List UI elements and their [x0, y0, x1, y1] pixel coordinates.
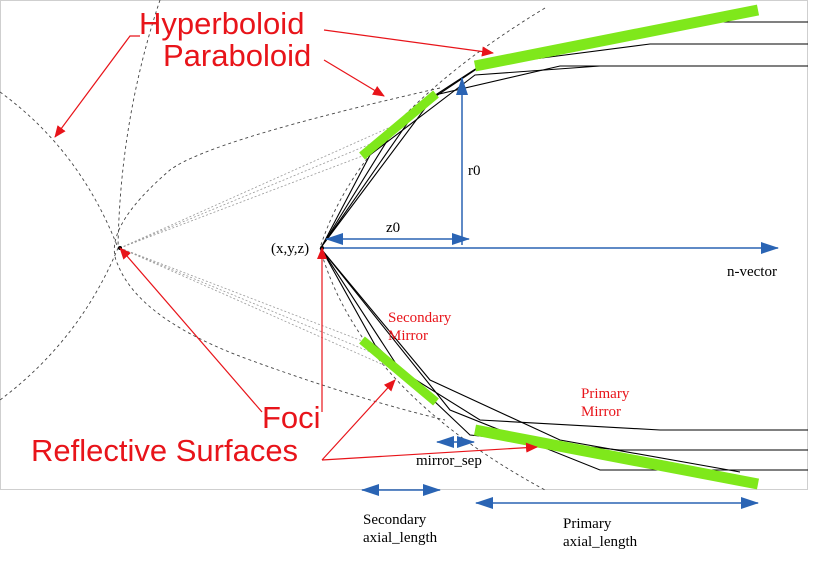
z0-label: z0 [386, 220, 400, 236]
primary-mirror-top [473, 4, 760, 72]
hyperboloid-label: Hyperboloid [139, 6, 304, 41]
mirror-sep-label: mirror_sep [416, 453, 482, 469]
primary-mirror-bottom [473, 424, 760, 490]
foci-leader-left [119, 247, 263, 413]
paraboloid-label: Paraboloid [163, 38, 311, 73]
reflective-surfaces-label: Reflective Surfaces [31, 433, 298, 468]
n-vector-label: n-vector [727, 264, 777, 280]
reflective-leader-secondary [321, 379, 396, 461]
hyperboloid-leader-right [323, 29, 494, 57]
focus-rays [119, 124, 396, 371]
secondary-mirror-label-line2: Mirror [388, 328, 428, 344]
secondary-axial-length-label-line1: Secondary [363, 512, 427, 528]
light-rays [321, 21, 808, 473]
primary-mirror-label-line1: Primary [581, 386, 630, 402]
hyperboloid-leader-left [54, 35, 140, 138]
reflective-leader-primary [321, 442, 538, 461]
dimension-arrows [324, 77, 779, 509]
secondary-axial-length-label-line2: axial_length [363, 530, 438, 546]
origin-label: (x,y,z) [271, 241, 309, 257]
mirrors [359, 4, 760, 490]
secondary-mirror-label-line1: Secondary [388, 310, 452, 326]
diagram-frame [0, 0, 808, 490]
paraboloid-leader [323, 59, 385, 97]
primary-mirror-label-line2: Mirror [581, 404, 621, 420]
secondary-mirror-bottom [359, 336, 439, 406]
annotation-leaders [54, 29, 538, 461]
paraboloid-curve [113, 87, 446, 421]
foci-label: Foci [262, 400, 321, 435]
r0-label: r0 [468, 163, 481, 179]
primary-axial-length-label-line2: axial_length [563, 534, 638, 550]
secondary-mirror-top [359, 90, 439, 160]
primary-axial-length-label-line1: Primary [563, 516, 612, 532]
